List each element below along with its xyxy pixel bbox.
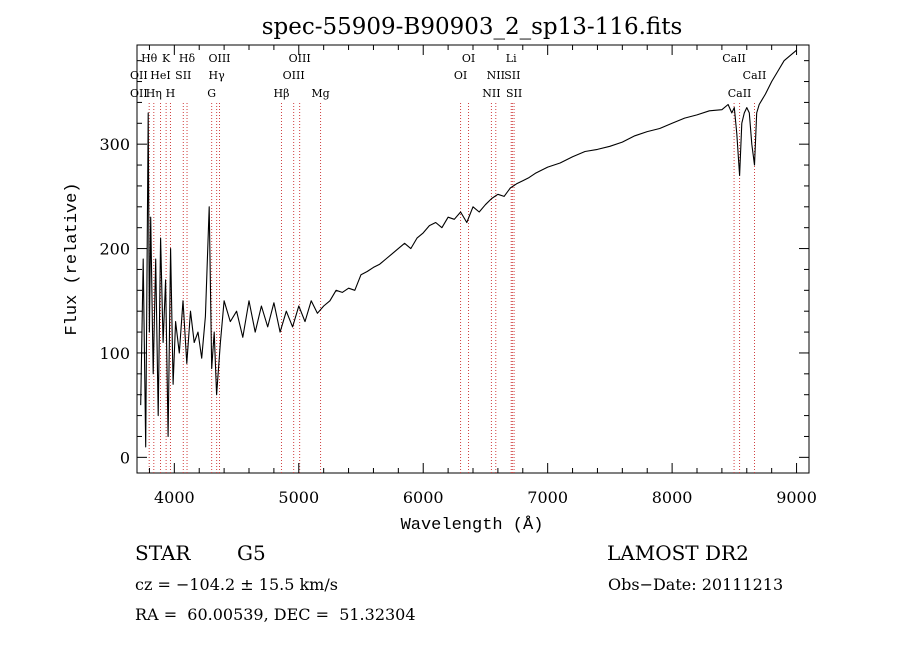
line-marker-label: Hδ xyxy=(179,52,196,65)
line-marker-label: Li xyxy=(506,52,517,65)
line-marker-label: NII xyxy=(487,69,505,82)
line-marker-label: OI xyxy=(462,52,475,65)
y-tick-label: 300 xyxy=(99,135,130,154)
line-marker-label: OIII xyxy=(289,52,311,65)
x-tick-label: 7000 xyxy=(527,488,568,507)
observation-date: Obs−Date: 20111213 xyxy=(608,575,784,594)
x-tick-label: 6000 xyxy=(403,488,444,507)
y-axis-label: Flux (relative) xyxy=(63,182,82,335)
line-marker-label: OIII xyxy=(283,69,305,82)
coordinates: RA = 60.00539, DEC = 51.32304 xyxy=(135,605,416,624)
line-marker-label: SII xyxy=(175,69,191,82)
line-marker-label: Mg xyxy=(311,87,329,100)
chart-title: spec-55909-B90903_2_sp13-116.fits xyxy=(262,14,683,40)
line-marker-label: OIII xyxy=(208,52,230,65)
object-type: STAR xyxy=(135,541,191,565)
line-marker-label: G xyxy=(207,87,216,100)
line-marker-label: CaII xyxy=(728,87,752,100)
line-marker-label: H xyxy=(166,87,176,100)
y-tick-label: 200 xyxy=(99,240,130,259)
line-marker-label: HeI xyxy=(150,69,170,82)
axes: 4000 5000 6000 7000 8000 9000 0 100 200 300 xyxy=(99,45,817,507)
plot-frame xyxy=(136,44,810,474)
line-marker-label: CaII xyxy=(722,52,746,65)
x-axis-label: Wavelength (Å) xyxy=(401,516,544,535)
redshift-cz: cz = −104.2 ± 15.5 km/s xyxy=(135,575,338,594)
line-marker-label: K xyxy=(162,52,171,65)
subclass: G5 xyxy=(237,541,266,565)
spectrum-series xyxy=(140,49,797,448)
spectrum-line xyxy=(140,49,797,448)
x-tick-label: 4000 xyxy=(154,488,195,507)
survey-name: LAMOST DR2 xyxy=(607,541,749,565)
line-marker-label: SII xyxy=(506,87,522,100)
x-tick-label: 8000 xyxy=(652,488,693,507)
line-marker-label: Hβ xyxy=(274,87,290,100)
y-tick-label: 0 xyxy=(120,448,130,467)
spectral-line-markers: Hθ Hη HeI K H SII Hδ G Hγ OIII Hβ OIII OIII Mg OI OI NII… xyxy=(130,52,766,473)
line-marker-label: OII xyxy=(130,69,148,82)
line-marker-label: OI xyxy=(454,69,467,82)
x-tick-label: 9000 xyxy=(776,488,817,507)
line-marker-label: CaII xyxy=(743,69,767,82)
line-marker-label: Hγ xyxy=(209,69,226,82)
line-marker-label: SII xyxy=(504,69,520,82)
line-marker-label: OII xyxy=(130,87,148,100)
x-tick-label: 5000 xyxy=(278,488,319,507)
line-marker-label: Hθ xyxy=(141,52,158,65)
line-marker-label: NII xyxy=(482,87,500,100)
line-marker-label: Hη xyxy=(146,87,162,100)
y-tick-label: 100 xyxy=(99,344,130,363)
